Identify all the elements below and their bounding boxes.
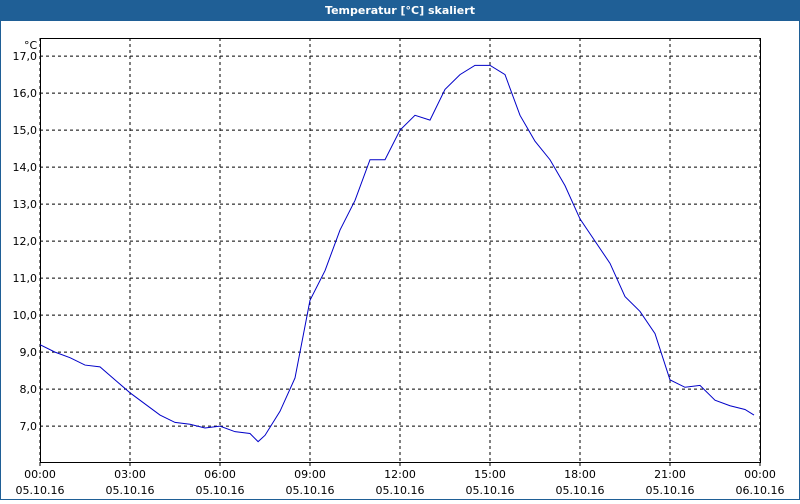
x-tick-date: 05.10.16 bbox=[16, 484, 65, 497]
x-tick-label: 03:00 bbox=[114, 468, 146, 481]
x-tick-label: 21:00 bbox=[654, 468, 686, 481]
x-tick-label: 00:00 bbox=[744, 468, 776, 481]
x-tick-label: 15:00 bbox=[474, 468, 506, 481]
x-tick-date: 06.10.16 bbox=[736, 484, 785, 497]
y-unit: °C bbox=[24, 39, 38, 52]
y-tick-label: 11,0 bbox=[13, 272, 38, 285]
x-tick-date: 05.10.16 bbox=[466, 484, 515, 497]
x-tick-label: 06:00 bbox=[204, 468, 236, 481]
x-tick-label: 12:00 bbox=[384, 468, 416, 481]
y-tick-label: 12,0 bbox=[13, 235, 38, 248]
x-tick-date: 05.10.16 bbox=[646, 484, 695, 497]
x-tick-label: 18:00 bbox=[564, 468, 596, 481]
x-tick-date: 05.10.16 bbox=[286, 484, 335, 497]
y-tick-label: 13,0 bbox=[13, 198, 38, 211]
data-line bbox=[39, 64, 755, 443]
y-tick-label: 7,0 bbox=[20, 420, 38, 433]
x-tick-label: 09:00 bbox=[294, 468, 326, 481]
x-tick-label: 00:00 bbox=[24, 468, 56, 481]
x-tick-date: 05.10.16 bbox=[376, 484, 425, 497]
x-tick-date: 05.10.16 bbox=[106, 484, 155, 497]
x-tick-date: 05.10.16 bbox=[196, 484, 245, 497]
chart-title: Temperatur [°C] skaliert bbox=[325, 4, 475, 17]
x-tick-date: 05.10.16 bbox=[556, 484, 605, 497]
title-bar bbox=[0, 0, 800, 20]
y-tick-label: 10,0 bbox=[13, 309, 38, 322]
y-tick-label: 15,0 bbox=[13, 124, 38, 137]
y-tick-label: 17,0 bbox=[13, 50, 38, 63]
y-tick-label: 16,0 bbox=[13, 87, 38, 100]
y-tick-label: 9,0 bbox=[20, 346, 38, 359]
y-tick-label: 14,0 bbox=[13, 161, 38, 174]
y-tick-label: 8,0 bbox=[20, 383, 38, 396]
